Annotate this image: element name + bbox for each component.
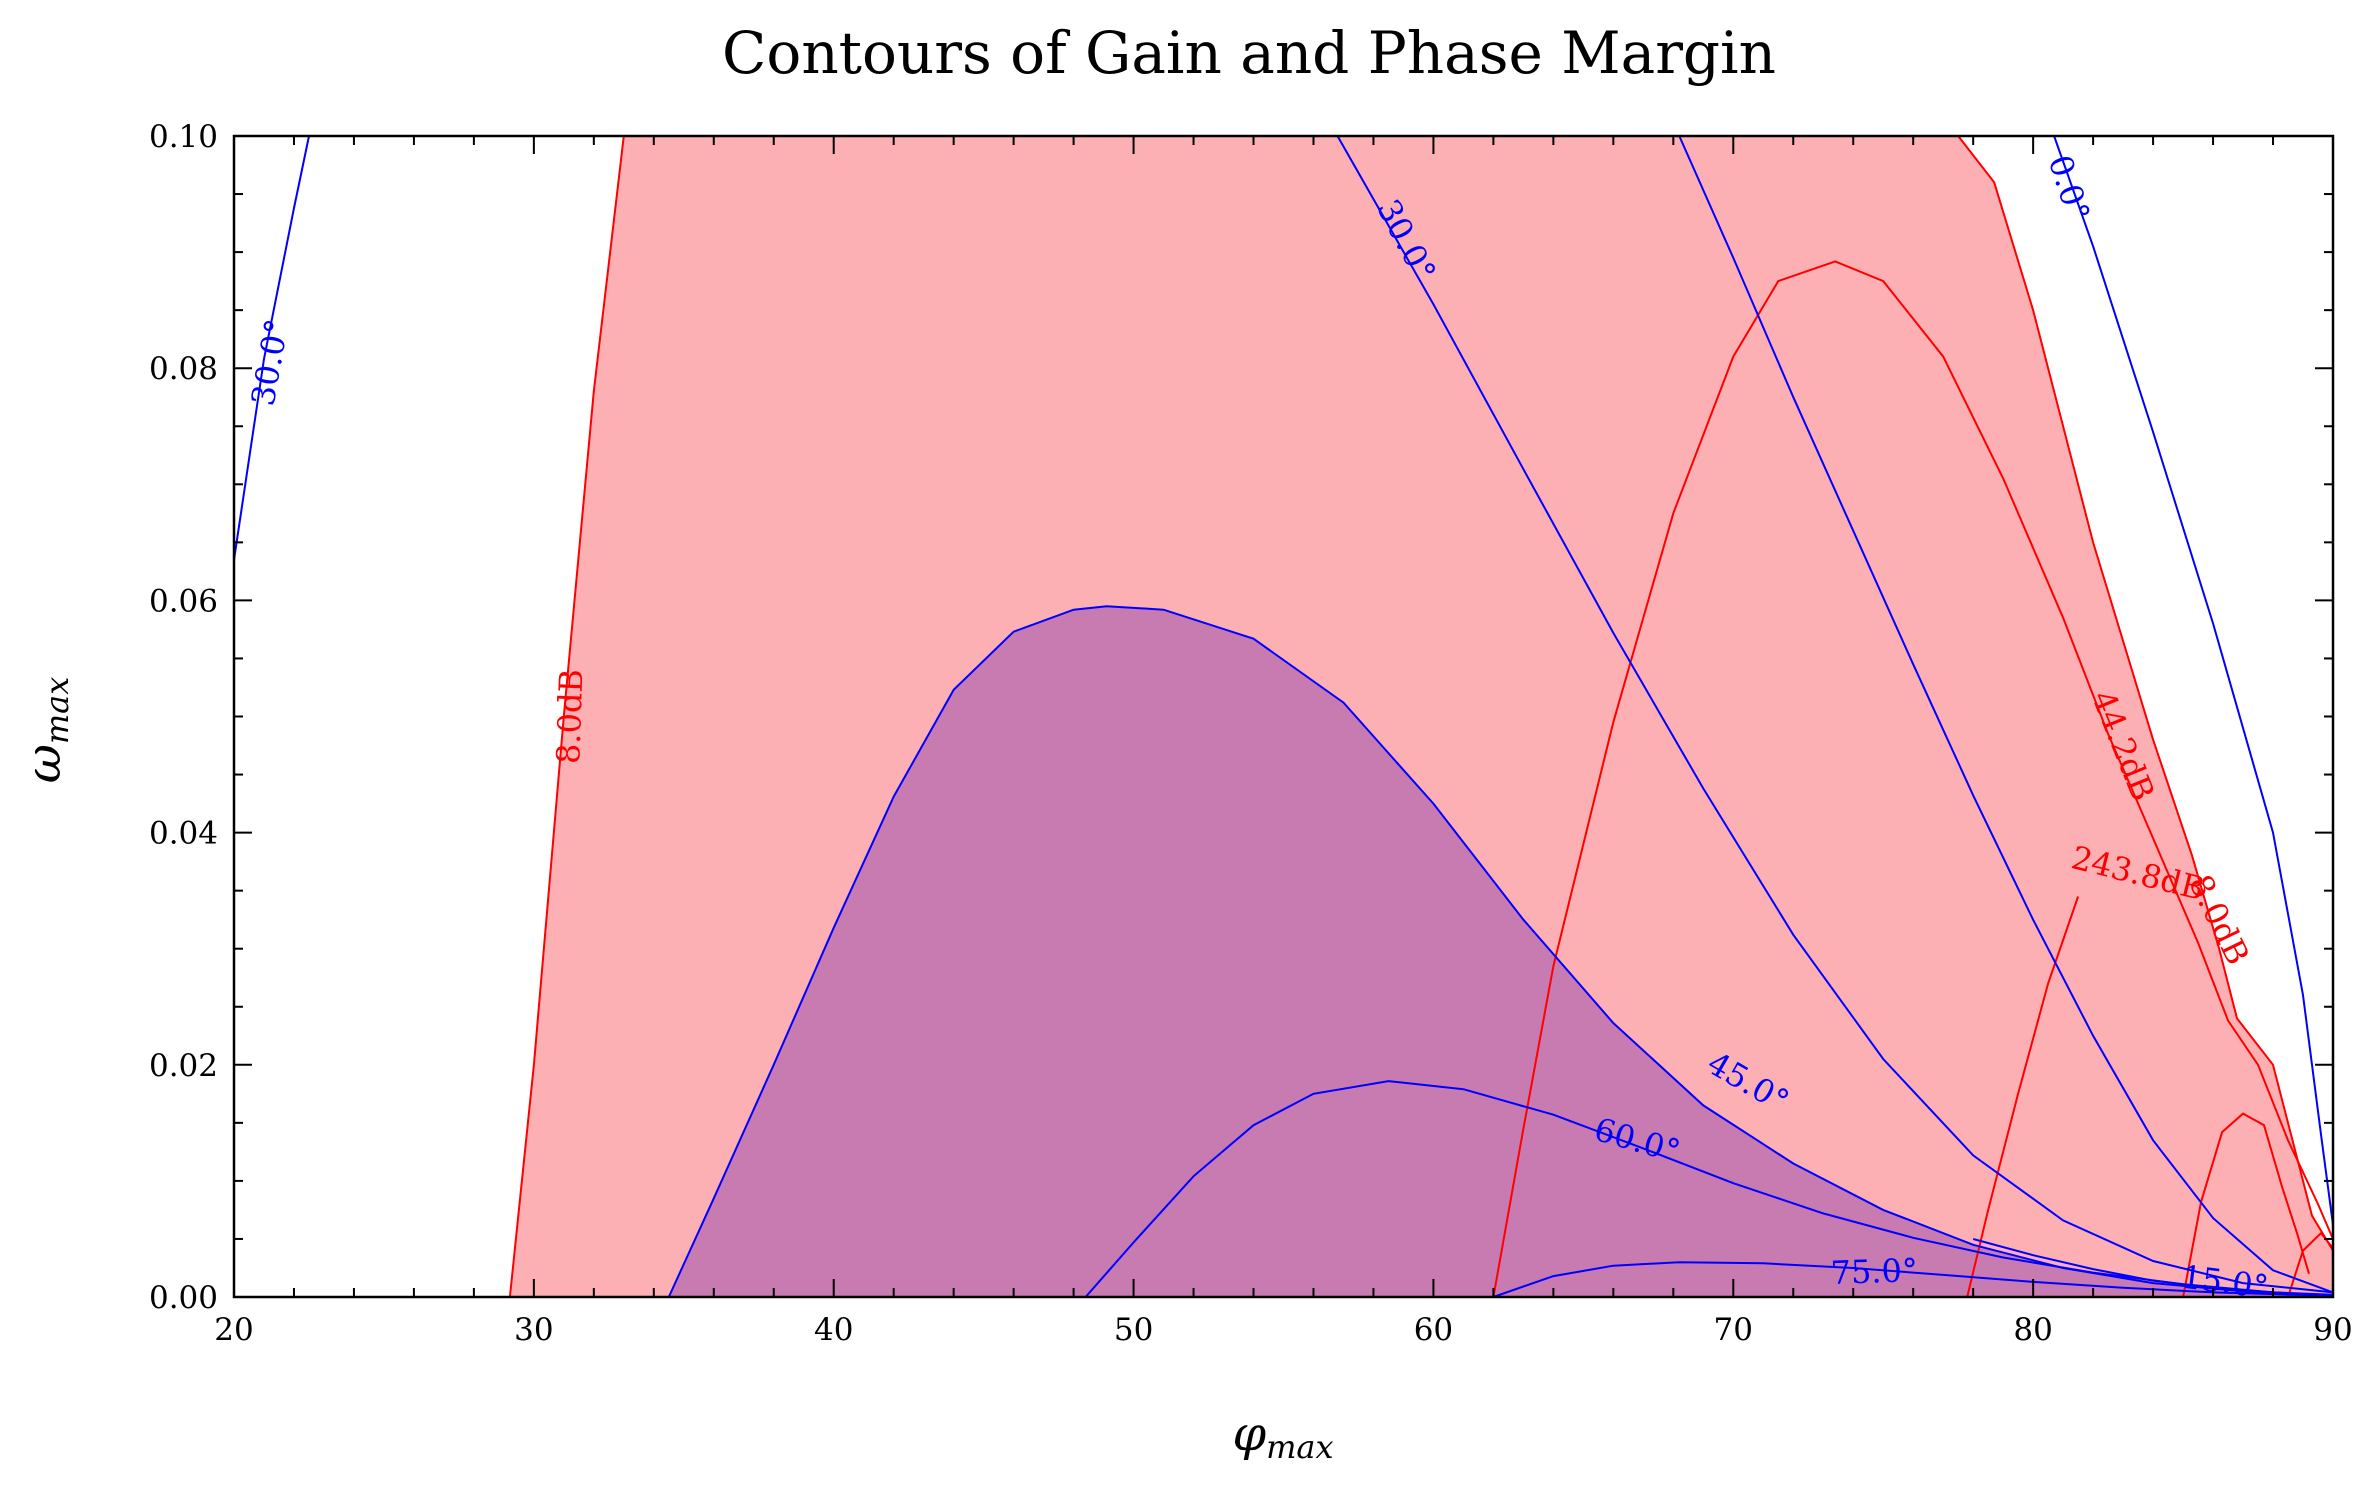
y-tick-label: 0.06	[149, 583, 218, 619]
x-tick-label: 70	[1714, 1312, 1753, 1348]
gain-contour-3	[1966, 896, 2080, 1298]
phase-contour-1	[1336, 135, 2334, 1294]
phase-contour-3	[2053, 135, 2334, 1226]
gain-contour-2	[1492, 260, 2334, 1298]
gain-contour-4	[2182, 1112, 2310, 1298]
contour-lines	[233, 135, 2334, 1298]
contour-label-7: 8.0dB	[549, 668, 590, 764]
gain-contour-1	[1957, 135, 2334, 1252]
chart-title: Contours of Gain and Phase Margin	[722, 19, 1776, 87]
contour-label-2: 0.0°	[2041, 151, 2098, 226]
axes: 20 30 40 50 60 70 80 90 0.00 0.02 0.04 0.06 0.08 0.10	[149, 119, 2353, 1348]
gain-contour-5	[2287, 1231, 2334, 1298]
contour-label-text: 8.0dB	[549, 668, 590, 764]
y-tick-label: 0.08	[149, 351, 218, 387]
gain-contour-0	[508, 135, 625, 1298]
y-axis-label: ωmax	[16, 677, 76, 784]
contour-label-text: 75.0°	[1830, 1251, 1919, 1292]
x-tick-label: 40	[814, 1312, 853, 1348]
y-tick-label: 0.02	[149, 1048, 218, 1084]
y-tick-label: 0.04	[149, 816, 218, 852]
phase-contour-2	[1678, 135, 2334, 1294]
x-axis-label-subscript: max	[1266, 1428, 1333, 1466]
contour-label-text: 30.0°	[244, 316, 297, 409]
x-tick-label: 20	[214, 1312, 253, 1348]
contour-label-0: 30.0°	[244, 316, 297, 409]
contour-label-5: 75.0°	[1830, 1251, 1919, 1292]
phase-contour-4	[667, 605, 2334, 1298]
phase-contour-0	[233, 135, 310, 560]
x-tick-label: 50	[1114, 1312, 1153, 1348]
x-axis-label: φmax	[1232, 1406, 1333, 1466]
fill-region-1	[668, 606, 2333, 1297]
y-axis-label-subscript: max	[38, 677, 76, 744]
fill-regions	[509, 136, 2333, 1297]
x-tick-label: 80	[2013, 1312, 2052, 1348]
x-tick-label: 30	[514, 1312, 553, 1348]
phase-contour-5	[1084, 1080, 2334, 1298]
y-tick-label: 0.00	[149, 1280, 218, 1316]
y-tick-label: 0.10	[149, 119, 218, 155]
x-axis-label-symbol: φ	[1232, 1406, 1266, 1462]
y-axis-label-symbol: ω	[16, 744, 72, 783]
contour-label-text: 0.0°	[2041, 151, 2098, 226]
x-tick-label: 60	[1414, 1312, 1453, 1348]
x-tick-label: 90	[2313, 1312, 2352, 1348]
